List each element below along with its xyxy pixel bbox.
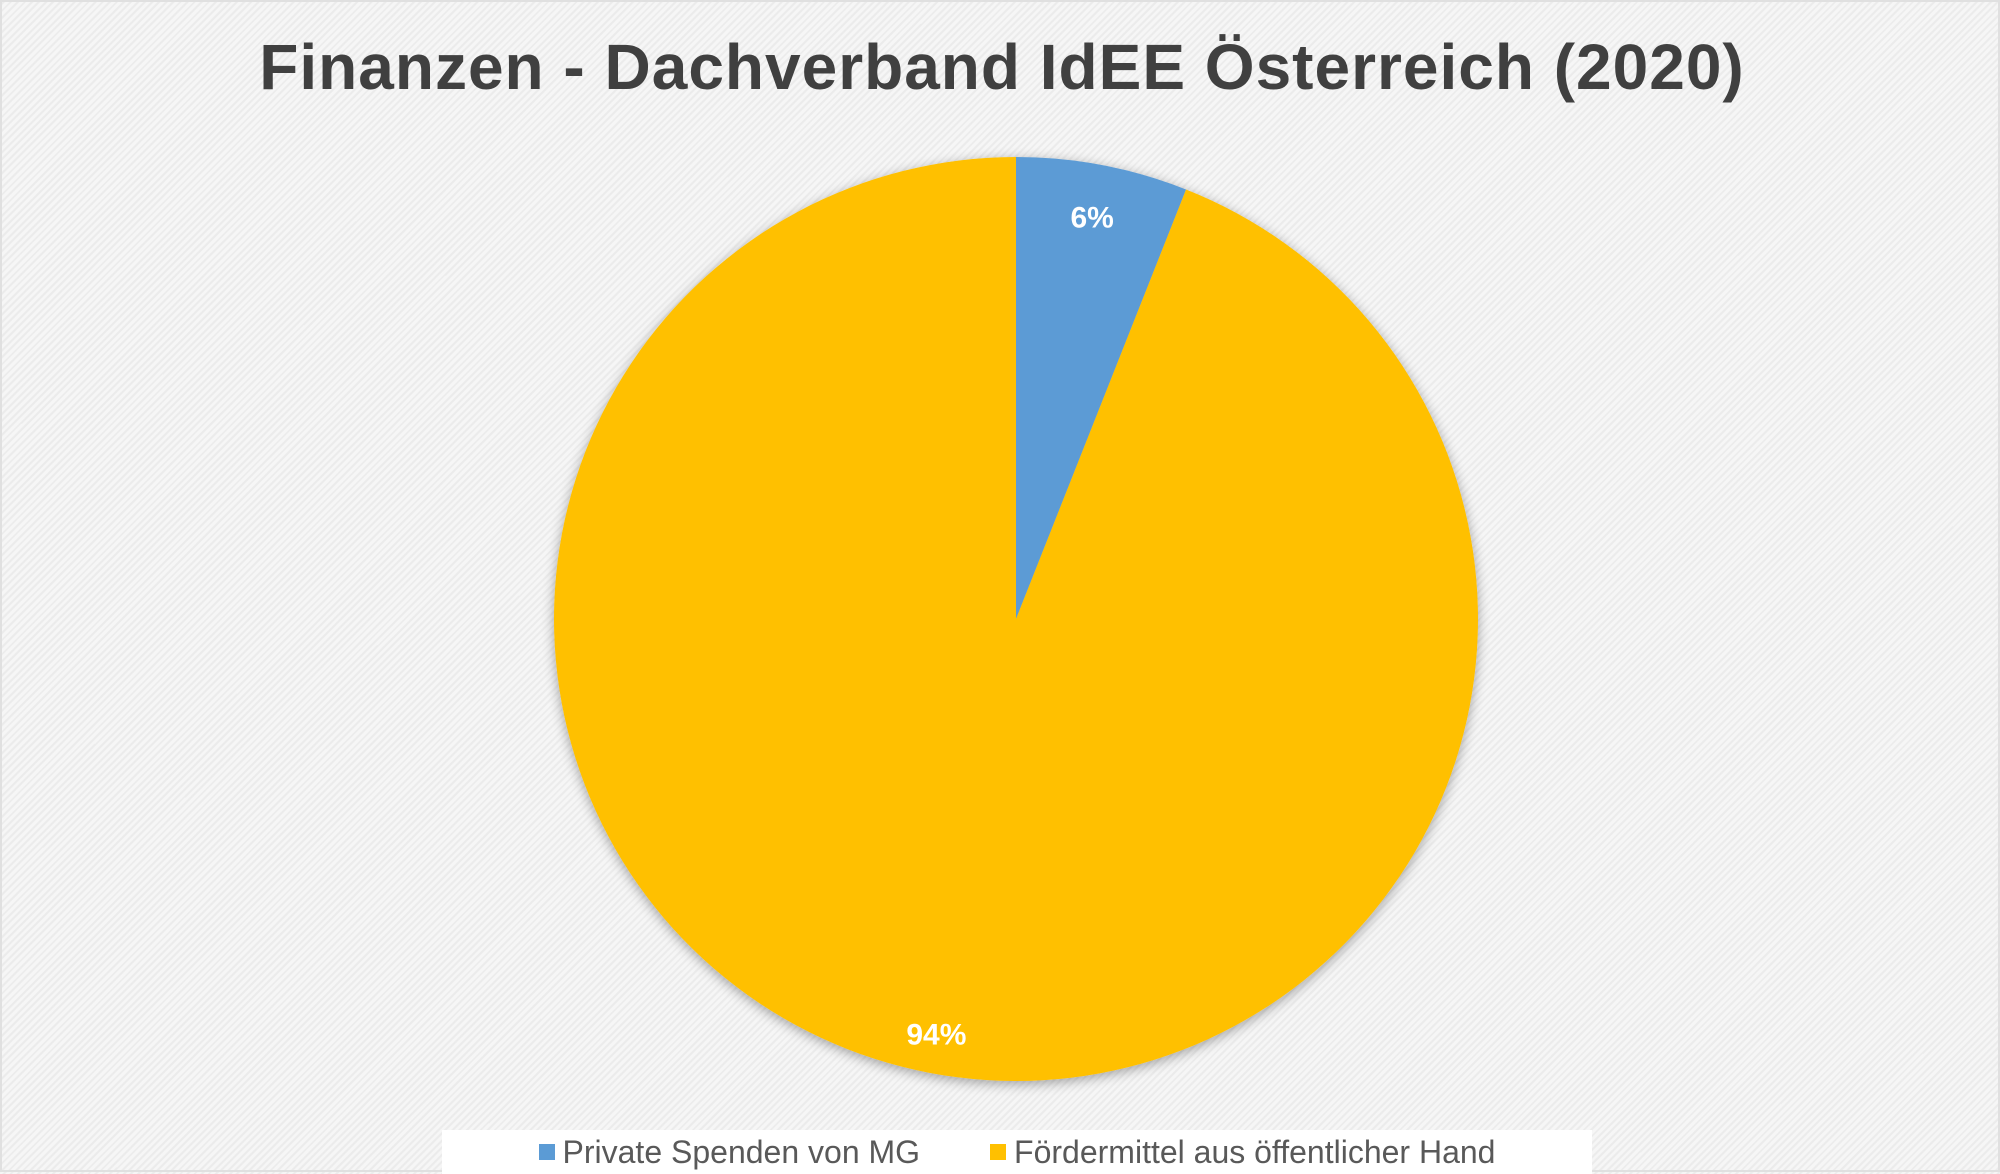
data-label-2: 94%: [906, 1018, 966, 1051]
legend-swatch-2: [990, 1144, 1007, 1160]
pie-slice-2: [553, 157, 1478, 1081]
legend: Private Spenden von MG Fördermittel aus ö…: [442, 1130, 1592, 1174]
data-label-1: 6%: [1071, 202, 1114, 235]
pie-slice-1: [1016, 157, 1187, 619]
legend-label-1: Private Spenden von MG: [562, 1133, 921, 1170]
chart-title: Finanzen - Dachverband IdEE Österreich (…: [259, 31, 1745, 103]
legend-item-2: Fördermittel aus öffentlicher Hand: [990, 1134, 1495, 1171]
legend-item-1: Private Spenden von MG: [538, 1133, 921, 1171]
legend-swatch-1: [538, 1144, 555, 1160]
legend-label-2: Fördermittel aus öffentlicher Hand: [1014, 1133, 1496, 1170]
